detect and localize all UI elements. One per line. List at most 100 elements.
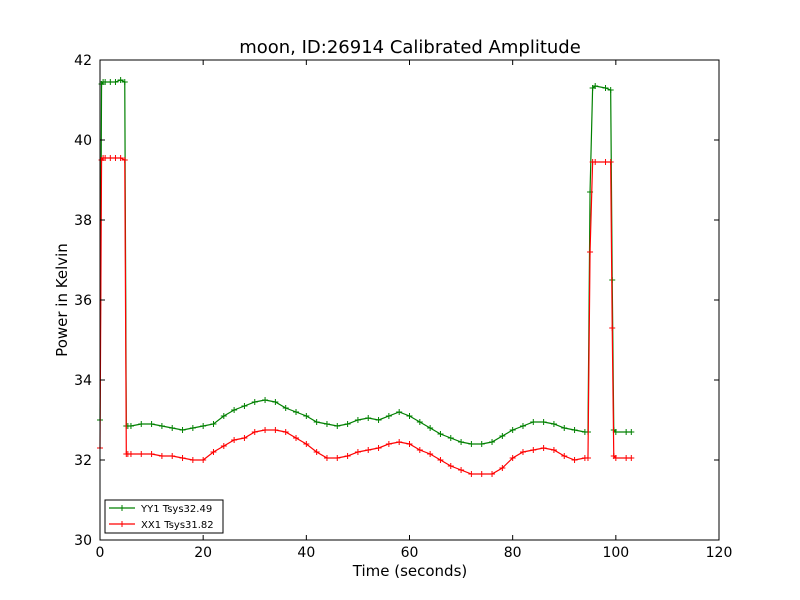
- data-point: [478, 471, 485, 477]
- data-point: [231, 407, 238, 413]
- data-point: [323, 421, 330, 427]
- y-tick-label: 40: [74, 133, 92, 149]
- data-point: [210, 421, 217, 427]
- data-point: [437, 457, 444, 463]
- data-point: [584, 455, 591, 461]
- data-point: [458, 439, 465, 445]
- data-point: [117, 155, 124, 161]
- y-tick-label: 38: [74, 213, 92, 229]
- x-tick-label: 60: [401, 545, 419, 561]
- series-xx1: [97, 155, 635, 477]
- data-point: [220, 413, 227, 419]
- x-tick-label: 20: [194, 545, 212, 561]
- y-tick-label: 34: [74, 373, 92, 389]
- data-point: [272, 427, 279, 433]
- data-point: [323, 455, 330, 461]
- data-point: [148, 421, 155, 427]
- x-axis-label: Time (seconds): [352, 562, 468, 580]
- data-point: [102, 155, 109, 161]
- x-tick-label: 80: [504, 545, 522, 561]
- data-point: [334, 423, 341, 429]
- data-point: [293, 409, 300, 415]
- data-point: [540, 445, 547, 451]
- data-point: [550, 447, 557, 453]
- data-point: [293, 435, 300, 441]
- data-point: [447, 463, 454, 469]
- data-point: [489, 439, 496, 445]
- data-point: [592, 159, 599, 165]
- legend-box: [104, 499, 224, 534]
- data-point: [313, 419, 320, 425]
- data-point: [344, 421, 351, 427]
- data-point: [262, 427, 269, 433]
- data-point: [571, 427, 578, 433]
- data-point: [612, 455, 619, 461]
- data-point: [169, 425, 176, 431]
- data-point: [241, 403, 248, 409]
- data-point: [509, 455, 516, 461]
- data-point: [458, 467, 465, 473]
- data-point: [354, 449, 361, 455]
- data-point: [550, 421, 557, 427]
- data-point: [107, 79, 114, 85]
- data-point: [519, 423, 526, 429]
- y-axis-label: Power in Kelvin: [53, 243, 71, 357]
- data-point: [478, 441, 485, 447]
- data-point: [365, 447, 372, 453]
- x-tick-label: 0: [96, 545, 105, 561]
- data-point: [344, 453, 351, 459]
- data-point: [102, 79, 109, 85]
- data-point: [282, 429, 289, 435]
- data-point: [396, 409, 403, 415]
- data-point: [148, 451, 155, 457]
- data-point: [385, 413, 392, 419]
- data-point: [561, 425, 568, 431]
- data-point: [189, 425, 196, 431]
- data-point: [416, 447, 423, 453]
- y-tick-label: 36: [74, 293, 92, 309]
- data-point: [121, 79, 128, 85]
- series-layer: [97, 77, 635, 477]
- data-point: [592, 83, 599, 89]
- data-point: [200, 457, 207, 463]
- data-point: [540, 419, 547, 425]
- data-point: [609, 325, 616, 331]
- legend-label: YY1 Tsys32.49: [140, 504, 212, 515]
- data-point: [210, 449, 217, 455]
- data-point: [282, 405, 289, 411]
- data-point: [602, 159, 609, 165]
- data-point: [158, 423, 165, 429]
- data-point: [138, 421, 145, 427]
- data-point: [179, 427, 186, 433]
- data-point: [251, 399, 258, 405]
- data-point: [628, 455, 635, 461]
- series-yy1: [97, 77, 635, 447]
- data-point: [571, 457, 578, 463]
- data-point: [375, 417, 382, 423]
- data-point: [121, 157, 128, 163]
- data-point: [628, 429, 635, 435]
- data-point: [112, 79, 119, 85]
- data-point: [251, 429, 258, 435]
- data-point: [112, 155, 119, 161]
- data-point: [396, 439, 403, 445]
- data-point: [241, 435, 248, 441]
- data-point: [303, 413, 310, 419]
- data-point: [519, 449, 526, 455]
- data-point: [587, 249, 594, 255]
- x-tick-label: 100: [602, 545, 629, 561]
- data-point: [427, 451, 434, 457]
- data-point: [200, 423, 207, 429]
- data-point: [117, 77, 124, 83]
- data-point: [406, 413, 413, 419]
- data-point: [468, 441, 475, 447]
- data-point: [607, 159, 614, 165]
- data-point: [272, 399, 279, 405]
- plot-area: [100, 60, 719, 540]
- chart-title: moon, ID:26914 Calibrated Amplitude: [239, 37, 581, 58]
- data-point: [530, 447, 537, 453]
- data-point: [530, 419, 537, 425]
- data-point: [427, 425, 434, 431]
- data-point: [447, 435, 454, 441]
